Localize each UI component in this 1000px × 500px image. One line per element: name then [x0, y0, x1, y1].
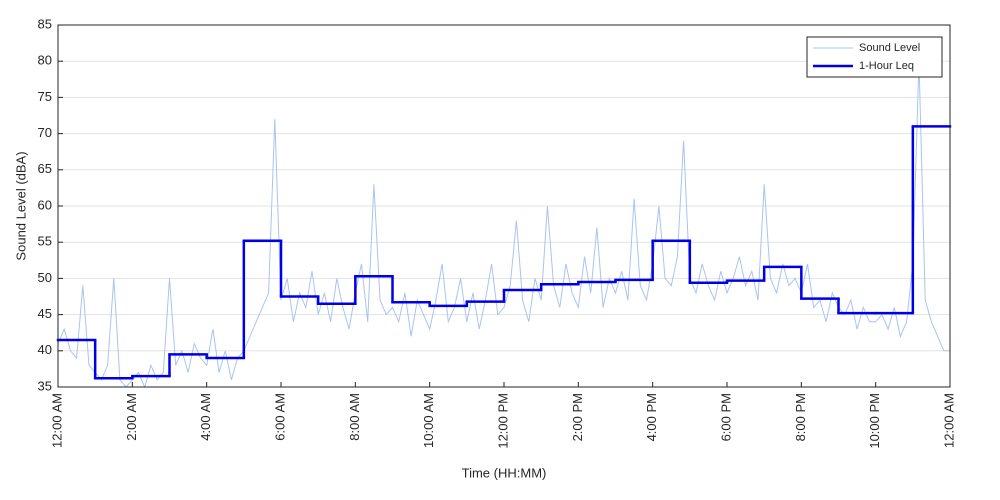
- x-tick-label: 4:00 PM: [644, 393, 659, 441]
- legend-label: Sound Level: [859, 42, 920, 54]
- y-tick-label: 75: [38, 89, 52, 104]
- x-tick-label: 10:00 AM: [421, 393, 436, 448]
- y-tick-label: 60: [38, 197, 52, 212]
- y-tick-label: 40: [38, 342, 52, 357]
- x-tick-label: 2:00 PM: [570, 393, 585, 441]
- y-tick-label: 35: [38, 378, 52, 393]
- x-tick-label: 8:00 AM: [347, 393, 362, 441]
- legend-label: 1-Hour Leq: [859, 60, 914, 72]
- x-tick-label: 4:00 AM: [198, 393, 213, 441]
- x-tick-label: 12:00 PM: [495, 393, 510, 449]
- x-tick-label: 6:00 AM: [272, 393, 287, 441]
- y-tick-label: 80: [38, 53, 52, 68]
- y-tick-label: 55: [38, 234, 52, 249]
- x-tick-label: 6:00 PM: [718, 393, 733, 441]
- y-axis-label: Sound Level (dBA): [13, 151, 28, 260]
- x-axis-label: Time (HH:MM): [462, 465, 547, 480]
- x-tick-label: 12:00 AM: [941, 393, 956, 448]
- y-tick-label: 65: [38, 161, 52, 176]
- x-tick-label: 8:00 PM: [793, 393, 808, 441]
- y-tick-label: 70: [38, 125, 52, 140]
- y-tick-label: 85: [38, 16, 52, 31]
- x-tick-label: 10:00 PM: [867, 393, 882, 449]
- legend-box: [806, 36, 943, 78]
- y-tick-label: 50: [38, 270, 52, 285]
- y-tick-label: 45: [38, 306, 52, 321]
- x-tick-label: 2:00 AM: [124, 393, 139, 441]
- x-tick-label: 12:00 AM: [49, 393, 64, 448]
- plot-frame: [57, 24, 951, 388]
